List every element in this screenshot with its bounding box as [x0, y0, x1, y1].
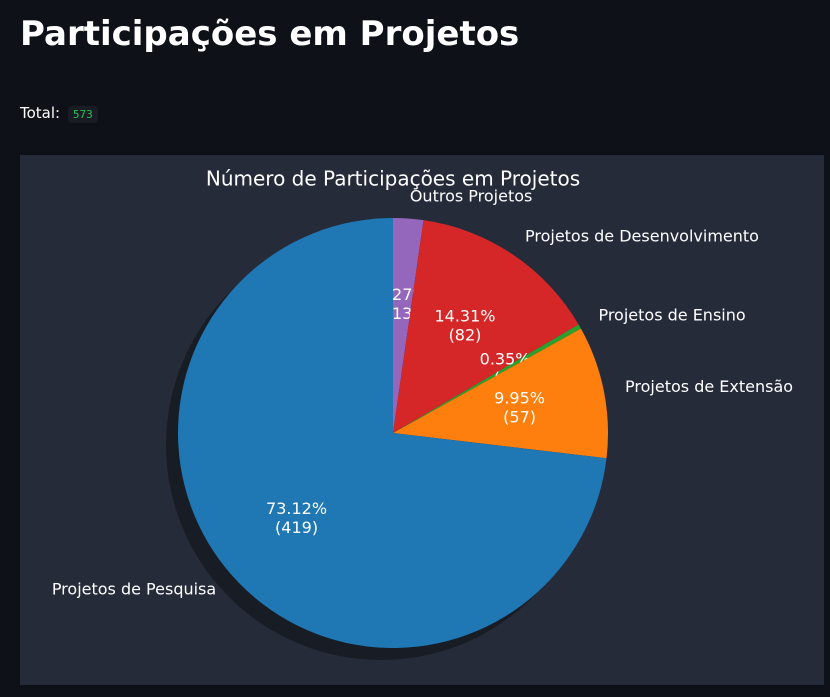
pie-slice: [393, 218, 424, 433]
slice-label: Projetos de Pesquisa: [52, 580, 216, 599]
pie-slice: [393, 328, 608, 459]
slice-label: Projetos de Extensão: [625, 377, 793, 396]
page-title: Participações em Projetos: [20, 14, 520, 54]
slice-label: Projetos de Desenvolvimento: [525, 226, 759, 245]
total: Total: 573: [20, 104, 98, 123]
value-label: 73.12% (419): [266, 499, 327, 537]
slice-label: Outros Projetos: [410, 187, 533, 206]
value-label: 9.95% (57): [494, 388, 545, 426]
pie-slice: [177, 218, 607, 649]
chart: Número de Participações em Projetos Outr…: [20, 155, 824, 685]
pie-slice: [393, 220, 579, 433]
total-value: 573: [67, 106, 98, 123]
pie-slice: [393, 324, 581, 433]
slice-label: Projetos de Ensino: [598, 305, 745, 324]
chart-title: Número de Participações em Projetos: [206, 167, 580, 191]
value-label: 14.31% (82): [434, 306, 495, 344]
total-label: Total:: [20, 104, 61, 122]
